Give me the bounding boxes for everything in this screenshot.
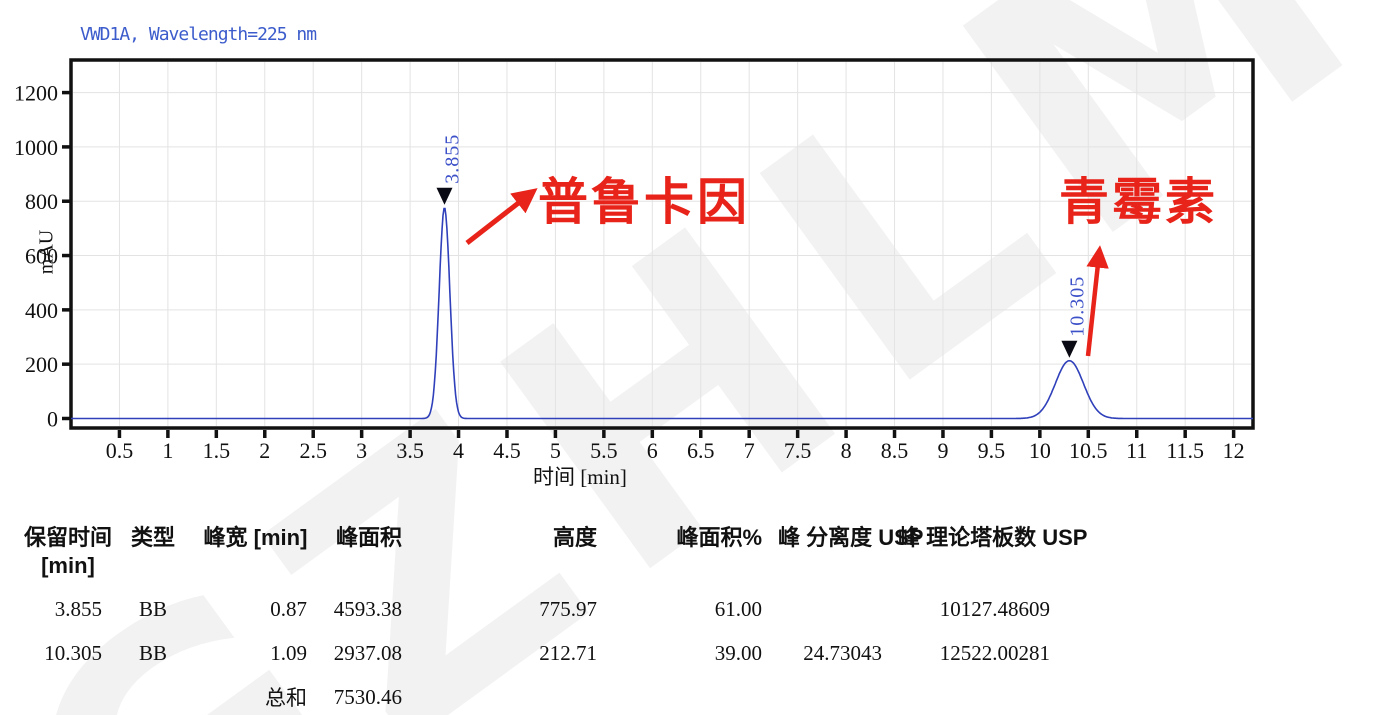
table-cell: 61.00 <box>714 596 762 621</box>
table-cell <box>778 587 898 631</box>
x-tick-label: 8 <box>841 438 852 463</box>
x-axis-label: 时间 [min] <box>533 465 627 489</box>
peak-apex-marker <box>1061 340 1078 358</box>
x-tick-label: 2.5 <box>299 438 327 463</box>
x-tick-label: 4 <box>453 438 464 463</box>
x-tick-label: 0.5 <box>106 438 134 463</box>
y-axis-label: mAU <box>35 229 58 275</box>
total-row: 总和 7530.46 <box>18 675 1066 715</box>
x-tick-label: 2 <box>259 438 270 463</box>
x-tick-label: 1 <box>162 438 173 463</box>
x-tick-label: 6.5 <box>687 438 715 463</box>
table-cell: 7530.46 <box>333 684 402 709</box>
y-tick-label: 1000 <box>14 135 58 160</box>
peak-retention-label: 10.305 <box>1066 276 1088 337</box>
table-cell: 10.305 <box>44 640 102 665</box>
x-tick-label: 5 <box>550 438 561 463</box>
table-cell: 4593.38 <box>333 596 402 621</box>
x-tick-label: 1.5 <box>203 438 231 463</box>
table-cell <box>18 675 118 715</box>
x-tick-label: 11.5 <box>1166 438 1204 463</box>
table-cell: 总和 <box>265 686 307 710</box>
x-tick-label: 8.5 <box>881 438 909 463</box>
chart-title: VWD1A, Wavelength=225 nm <box>80 24 317 45</box>
table-cell <box>118 675 188 715</box>
table-cell: 12522.00281 <box>939 640 1050 665</box>
x-tick-label: 11 <box>1126 438 1147 463</box>
table-cell: 10127.48609 <box>939 596 1050 621</box>
table-cell: 0.87 <box>270 596 307 621</box>
table-header: 峰 理论塔板数 USP <box>898 525 1088 550</box>
table-header: 保留时间 [min] <box>23 525 112 578</box>
table-cell: 1.09 <box>270 640 307 665</box>
table-cell <box>898 675 1066 715</box>
y-tick-label: 600 <box>25 244 58 269</box>
chromatogram-trace <box>71 207 1253 420</box>
table-cell: 39.00 <box>714 640 762 665</box>
y-tick-label: 200 <box>25 352 58 377</box>
x-tick-label: 7.5 <box>784 438 812 463</box>
table-header: 峰 分离度 USP <box>778 525 924 550</box>
table-cell: 3.855 <box>54 596 102 621</box>
x-tick-label: 12 <box>1223 438 1245 463</box>
peak-apex-marker <box>436 187 453 205</box>
table-header: 峰宽 [min] <box>203 525 308 550</box>
chromatogram-plot: 0.5 1 1.5 2 2.5 3 3.5 4 4.5 5 5.5 6 6.5 7 7.5 8 8.5 9 9.5 1… <box>14 58 1255 463</box>
y-tick-label: 1200 <box>14 81 58 106</box>
y-tick-label: 800 <box>25 189 58 214</box>
x-tick-label: 4.5 <box>493 438 521 463</box>
peak-row: 3.855 BB 0.87 4593.38 775.97 61.00 10127.48609 <box>18 587 1066 631</box>
annotation-procaine: 普鲁卡因 <box>538 174 750 230</box>
table-cell <box>613 675 778 715</box>
annotation-penicillin: 青霉素 <box>1059 174 1218 230</box>
annotation-arrow-procaine <box>465 188 538 245</box>
plot-frame <box>69 58 1255 430</box>
table-cell <box>418 675 613 715</box>
peak-results-table: 保留时间 [min] 类型 峰宽 [min] 峰面积 高度 峰面积% 峰 分离度 USP 峰 理… <box>18 520 1088 715</box>
y-tick-label: 0 <box>47 406 58 431</box>
y-tick-label: 400 <box>25 298 58 323</box>
table-header: 峰面积 <box>335 525 402 550</box>
x-tick-label: 10.5 <box>1069 438 1108 463</box>
table-cell: BB <box>138 640 167 665</box>
table-header: 高度 <box>552 525 597 550</box>
peak-row: 10.305 BB 1.09 2937.08 212.71 39.00 24.73043 12… <box>18 631 1066 675</box>
x-tick-label: 5.5 <box>590 438 618 463</box>
table-cell: 24.73043 <box>803 640 882 665</box>
x-tick-label: 10 <box>1029 438 1051 463</box>
table-cell: BB <box>138 596 167 621</box>
peak-retention-label: 3.855 <box>441 134 463 184</box>
x-tick-label: 6 <box>647 438 658 463</box>
table-cell: 775.97 <box>539 596 597 621</box>
table-header: 峰面积% <box>676 525 762 550</box>
x-tick-label: 3.5 <box>396 438 424 463</box>
table-cell <box>778 675 898 715</box>
x-tick-label: 7 <box>744 438 755 463</box>
table-header: 类型 <box>130 525 175 550</box>
table-cell: 2937.08 <box>333 640 402 665</box>
x-tick-label: 3 <box>356 438 367 463</box>
x-tick-label: 9 <box>937 438 948 463</box>
table-cell: 212.71 <box>539 640 597 665</box>
annotation-arrow-penicillin <box>1085 245 1109 357</box>
x-tick-label: 9.5 <box>978 438 1006 463</box>
